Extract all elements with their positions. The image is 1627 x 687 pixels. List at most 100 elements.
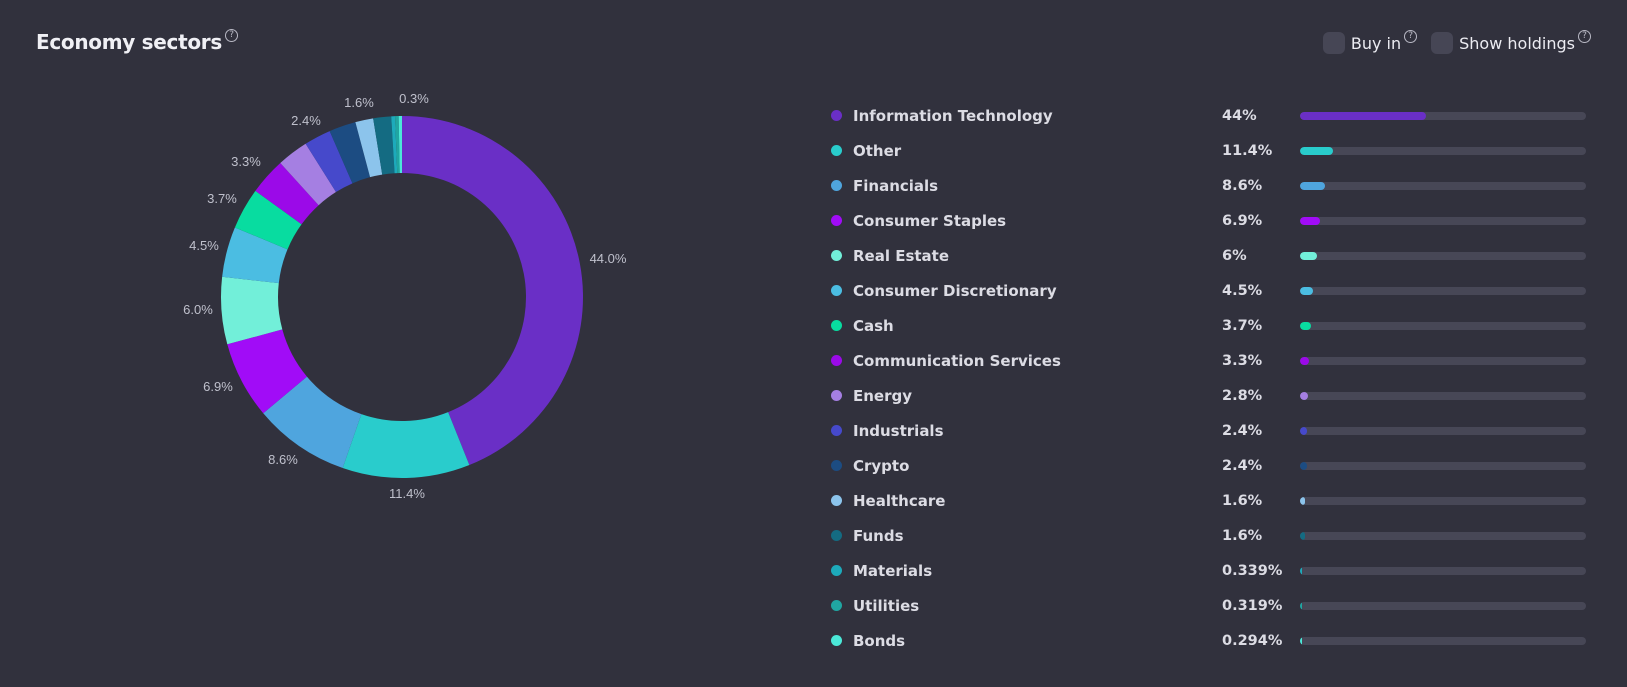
slice-label: 2.4%: [291, 113, 321, 128]
progress-track: [1300, 146, 1586, 155]
donut-slice-industrials[interactable]: [305, 131, 353, 193]
donut-chart-svg: 44.0% 11.4% 8.6% 6.9% 6.0% 4.5% 3.7% 3.3% 2.4% 1.…: [183, 91, 627, 501]
donut-slice-funds[interactable]: [373, 116, 395, 175]
show-holdings-toggle[interactable]: Show holdings ?: [1431, 30, 1591, 54]
donut-slice-communication-services[interactable]: [255, 163, 319, 225]
slice-label: 8.6%: [268, 452, 298, 467]
toggle-group: Buy in ? Show holdings ?: [1322, 30, 1591, 54]
progress-fill: [1300, 321, 1311, 330]
donut-slice-healthcare[interactable]: [355, 118, 383, 178]
legend-row[interactable]: Consumer Discretionary 4.5%: [831, 273, 1593, 308]
legend-dot-icon: [831, 145, 842, 156]
page-title-text: Economy sectors: [36, 30, 222, 54]
progress-track: [1300, 496, 1586, 505]
progress-track: [1300, 216, 1586, 225]
progress-track: [1300, 531, 1586, 540]
show-holdings-label[interactable]: Show holdings: [1459, 33, 1575, 53]
donut-slice-other[interactable]: [342, 412, 470, 478]
legend-percentage: 3.7%: [1222, 317, 1263, 334]
legend-percentage: 6%: [1222, 247, 1247, 264]
legend-percentage: 2.8%: [1222, 387, 1263, 404]
legend-dot-icon: [831, 180, 842, 191]
progress-track: [1300, 356, 1586, 365]
legend-percentage: 3.3%: [1222, 352, 1263, 369]
legend-percentage: 8.6%: [1222, 177, 1263, 194]
progress-fill: [1300, 251, 1318, 260]
progress-track: [1300, 601, 1586, 610]
progress-fill: [1300, 461, 1307, 470]
slice-label: 0.3%: [399, 91, 429, 106]
slice-label: 3.7%: [207, 191, 237, 206]
donut-slice-crypto[interactable]: [329, 122, 371, 184]
buy-in-label[interactable]: Buy in: [1350, 33, 1402, 53]
legend-row[interactable]: Cash 3.7%: [831, 308, 1593, 343]
donut-slice-bonds[interactable]: [398, 116, 402, 174]
legend-percentage: 1.6%: [1222, 492, 1263, 509]
help-icon[interactable]: ?: [1404, 30, 1418, 43]
legend-dot-icon: [831, 635, 842, 646]
legend-row[interactable]: Healthcare 1.6%: [831, 483, 1593, 518]
legend-dot-icon: [831, 215, 842, 226]
buy-in-toggle[interactable]: Buy in ?: [1322, 30, 1418, 54]
legend-row[interactable]: Industrials 2.4%: [831, 413, 1593, 448]
donut-slice-information-technology[interactable]: [402, 116, 584, 466]
slice-label: 11.4%: [389, 486, 425, 501]
legend-dot-icon: [831, 425, 842, 436]
progress-fill: [1300, 356, 1310, 365]
legend-row[interactable]: Communication Services 3.3%: [831, 343, 1593, 378]
slice-label: 6.0%: [183, 302, 213, 317]
slice-label: 6.9%: [203, 379, 233, 394]
donut-slice-consumer-discretionary[interactable]: [222, 227, 288, 284]
progress-fill: [1300, 531, 1305, 540]
legend-dot-icon: [831, 110, 842, 121]
legend-label: Communication Services: [853, 351, 1061, 370]
legend-percentage: 0.294%: [1222, 632, 1283, 649]
legend-percentage: 2.4%: [1222, 457, 1263, 474]
legend-label: Information Technology: [853, 106, 1053, 125]
legend-label: Funds: [853, 526, 904, 545]
legend-dot-icon: [831, 285, 842, 296]
legend-dot-icon: [831, 460, 842, 471]
legend-row[interactable]: Financials 8.6%: [831, 168, 1593, 203]
donut-slice-real-estate[interactable]: [221, 276, 283, 345]
legend-row[interactable]: Consumer Staples 6.9%: [831, 203, 1593, 238]
progress-fill: [1300, 391, 1308, 400]
help-icon[interactable]: ?: [224, 29, 238, 42]
legend-row[interactable]: Materials 0.339%: [831, 553, 1593, 588]
legend-percentage: 11.4%: [1222, 142, 1273, 159]
show-holdings-checkbox[interactable]: [1431, 32, 1454, 54]
legend-dot-icon: [831, 530, 842, 541]
legend-percentage: 1.6%: [1222, 527, 1263, 544]
slice-label: 4.5%: [189, 238, 219, 253]
legend-row[interactable]: Utilities 0.319%: [831, 588, 1593, 623]
buy-in-checkbox[interactable]: [1322, 32, 1345, 54]
donut-slice-consumer-staples[interactable]: [227, 329, 307, 414]
donut-slice-cash[interactable]: [234, 190, 302, 250]
legend-row[interactable]: Bonds 0.294%: [831, 623, 1593, 658]
donut-slice-materials[interactable]: [391, 116, 398, 174]
donut-slice-utilities[interactable]: [395, 116, 400, 174]
legend-row[interactable]: Other 11.4%: [831, 133, 1593, 168]
legend-label: Industrials: [853, 421, 944, 440]
legend-percentage: 0.339%: [1222, 562, 1283, 579]
progress-track: [1300, 426, 1586, 435]
donut-slice-financials[interactable]: [263, 376, 362, 468]
legend-label: Energy: [853, 386, 913, 405]
progress-fill: [1300, 426, 1307, 435]
legend-row[interactable]: Funds 1.6%: [831, 518, 1593, 553]
legend-dot-icon: [831, 250, 842, 261]
slice-label: 3.3%: [231, 154, 261, 169]
progress-track: [1300, 566, 1586, 575]
progress-fill: [1300, 496, 1305, 505]
legend-row[interactable]: Energy 2.8%: [831, 378, 1593, 413]
legend-row[interactable]: Information Technology 44%: [831, 98, 1593, 133]
legend-row[interactable]: Crypto 2.4%: [831, 448, 1593, 483]
donut-slice-energy[interactable]: [280, 143, 336, 206]
legend-label: Real Estate: [853, 246, 950, 265]
help-icon[interactable]: ?: [1578, 30, 1591, 43]
legend-label: Healthcare: [853, 491, 946, 510]
legend-label: Materials: [853, 561, 933, 580]
progress-track: [1300, 461, 1586, 470]
slice-label: 44.0%: [590, 251, 627, 266]
legend-row[interactable]: Real Estate 6%: [831, 238, 1593, 273]
